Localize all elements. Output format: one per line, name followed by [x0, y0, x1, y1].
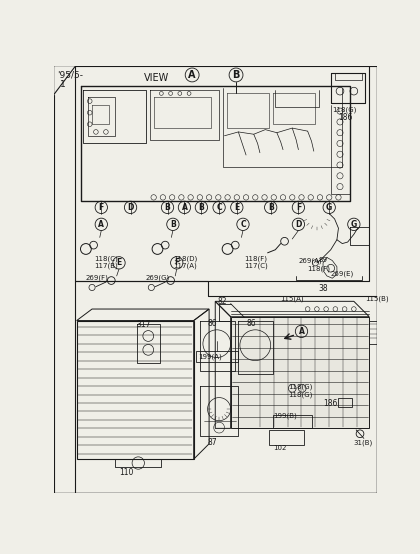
Text: 118(C): 118(C): [94, 256, 118, 263]
Text: C: C: [216, 203, 222, 212]
Text: 186: 186: [339, 112, 353, 122]
Text: 87: 87: [207, 438, 217, 447]
Text: VIEW: VIEW: [144, 73, 170, 83]
Text: B: B: [165, 203, 171, 212]
Text: 31(B): 31(B): [354, 440, 373, 447]
Text: 118(G): 118(G): [289, 392, 313, 398]
Text: A: A: [98, 220, 104, 229]
Bar: [269, 430, 304, 445]
Text: 38: 38: [318, 284, 328, 293]
Text: 117(A): 117(A): [174, 262, 197, 269]
Text: 269(F): 269(F): [86, 274, 109, 281]
Text: 269(E): 269(E): [331, 270, 354, 277]
Text: A: A: [189, 70, 196, 80]
Bar: [196, 351, 239, 362]
Text: A: A: [181, 203, 187, 212]
Text: 199(A): 199(A): [198, 353, 222, 360]
Text: 269(G): 269(G): [146, 274, 170, 281]
Text: B: B: [268, 203, 273, 212]
Text: 86: 86: [207, 319, 217, 328]
Text: 1: 1: [60, 80, 66, 89]
Text: 317: 317: [137, 320, 151, 329]
Text: E: E: [116, 258, 122, 268]
Text: D: D: [127, 203, 134, 212]
Text: 118(F): 118(F): [244, 256, 267, 263]
Text: F: F: [296, 203, 301, 212]
Bar: [273, 414, 312, 428]
Text: 118(G): 118(G): [332, 106, 357, 113]
Text: C: C: [240, 220, 246, 229]
Text: F: F: [99, 203, 104, 212]
Text: B: B: [199, 203, 204, 212]
Text: D: D: [295, 220, 302, 229]
Text: 186: 186: [323, 399, 337, 408]
Text: 269(A): 269(A): [299, 258, 322, 264]
Text: B: B: [170, 220, 176, 229]
Text: F: F: [174, 258, 179, 268]
Text: B: B: [232, 70, 240, 80]
Text: 118(F): 118(F): [307, 265, 331, 271]
Polygon shape: [231, 317, 369, 428]
Text: 199(B): 199(B): [273, 412, 297, 419]
Text: 110: 110: [120, 469, 134, 478]
Text: 102: 102: [273, 445, 286, 452]
Text: 118(D): 118(D): [174, 256, 198, 263]
Text: 118(G): 118(G): [289, 384, 313, 390]
Bar: [339, 398, 352, 407]
Text: '95/5-: '95/5-: [58, 70, 84, 79]
Text: 117(C): 117(C): [244, 262, 268, 269]
Text: 115(A): 115(A): [281, 296, 304, 302]
Text: 117(B): 117(B): [94, 262, 118, 269]
Text: 82: 82: [218, 297, 227, 306]
Text: 86: 86: [246, 319, 256, 328]
Text: A: A: [299, 327, 304, 336]
Text: 115(B): 115(B): [365, 296, 389, 302]
Text: G: G: [326, 203, 332, 212]
Text: G: G: [351, 220, 357, 229]
Text: 89: 89: [318, 258, 328, 264]
Text: E: E: [234, 203, 239, 212]
